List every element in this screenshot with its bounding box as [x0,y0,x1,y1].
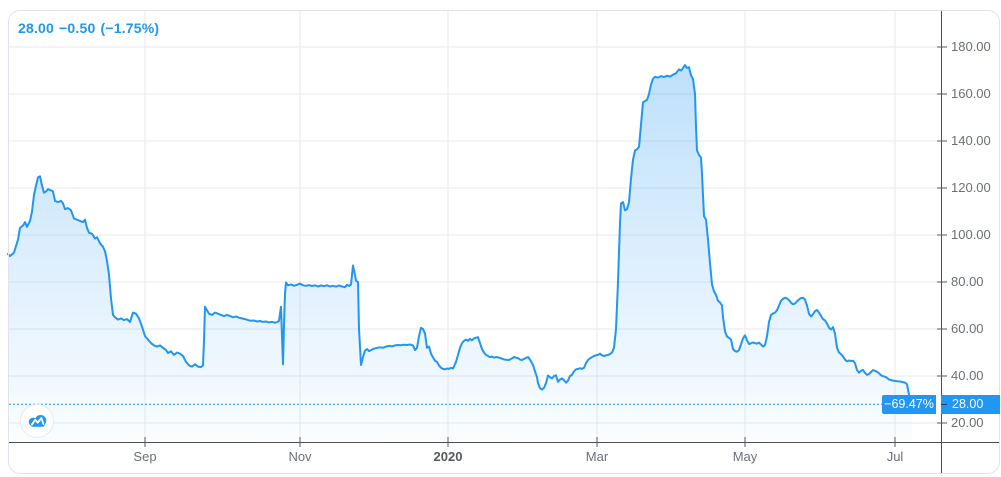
price-line [7,64,913,406]
quote-last-price: 28.00 [18,20,55,36]
time-axis-label: 2020 [433,449,463,464]
time-axis-label: Sep [133,449,157,464]
price-axis-label: 40.00 [951,368,984,383]
tradingview-cloud-icon [28,414,46,427]
time-axis-label: Nov [288,449,312,464]
area-fill [8,65,912,441]
price-axis-label: 20.00 [951,415,984,430]
time-axis-label: Jul [886,449,904,464]
price-axis-label: 120.00 [951,180,991,195]
price-axis-label: 140.00 [951,133,991,148]
quote-change-percent: (−1.75%) [100,20,160,36]
time-axis-label: May [732,449,758,464]
price-axis-label: 60.00 [951,321,984,336]
tradingview-logo-button[interactable] [20,404,54,438]
quote-change: −0.50 [59,20,96,36]
price-axis-label: 180.00 [951,39,991,54]
current-price-badge: 28.00 [941,395,1000,415]
change-percent-badge: −69.47% [882,395,936,415]
quote-bar: 28.00 −0.50 (−1.75%) [18,20,164,36]
time-axis-label: Mar [585,449,609,464]
price-axis-label: 80.00 [951,274,984,289]
price-axis-label: 100.00 [951,227,991,242]
price-axis-label: 160.00 [951,86,991,101]
